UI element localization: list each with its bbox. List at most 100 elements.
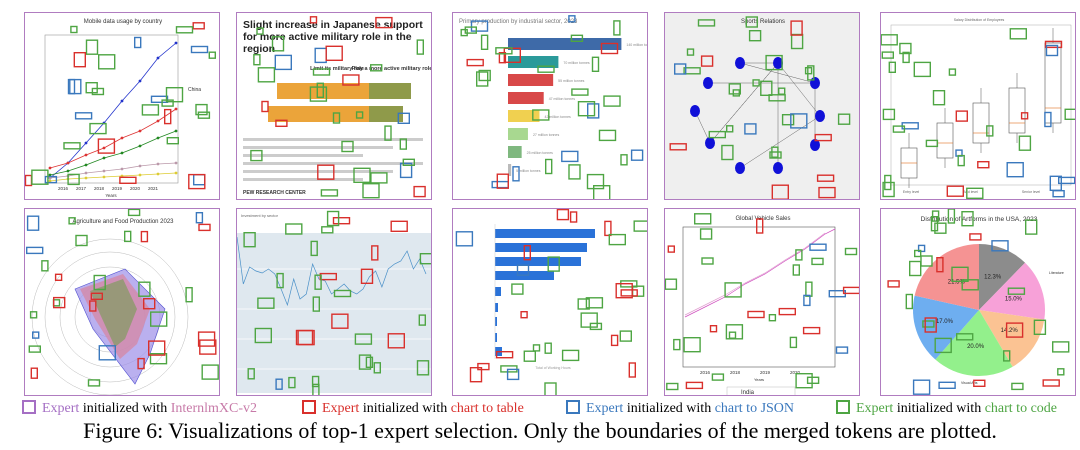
- data-point: [102, 156, 106, 160]
- token-boundary: [316, 82, 325, 99]
- token-boundary: [247, 368, 255, 380]
- token-boundary: [138, 281, 151, 297]
- token-boundary: [568, 164, 581, 180]
- note-text-line: [243, 146, 393, 149]
- x-tick: 2017: [76, 186, 87, 191]
- token-boundary: [520, 310, 528, 319]
- token-boundary: [683, 336, 701, 353]
- box: [972, 102, 990, 144]
- token-boundary: [31, 331, 40, 339]
- panel-chart: Sports Relations: [665, 13, 859, 199]
- panel-10: Distribution of Artforms in the USA, 202…: [880, 208, 1076, 396]
- token-boundary: [745, 16, 759, 28]
- figure-caption: Figure 6: Visualizations of top-1 expert…: [83, 418, 997, 443]
- token-boundary: [416, 39, 425, 55]
- token-boundary: [31, 169, 49, 185]
- series-line: [49, 130, 177, 176]
- token-boundary: [53, 296, 66, 309]
- token-boundary: [165, 86, 184, 103]
- bar: [508, 164, 512, 176]
- token-boundary: [790, 113, 808, 129]
- token-boundary: [325, 45, 343, 61]
- token-boundary: [725, 324, 744, 340]
- panel-1: Mobile data usage by country 2016 2017 2018…: [24, 12, 220, 200]
- token-boundary: [375, 16, 393, 29]
- token-boundary: [67, 78, 76, 95]
- token-boundary: [90, 292, 104, 301]
- token-boundary: [685, 381, 704, 390]
- token-boundary: [512, 166, 520, 182]
- data-point: [84, 141, 88, 145]
- token-boundary: [70, 25, 78, 34]
- bar: [268, 106, 369, 122]
- token-boundary: [732, 89, 741, 97]
- token-boundary: [397, 112, 411, 125]
- legend-chart-to-json: Expert initialized with chart to JSON: [566, 400, 794, 417]
- token-boundary: [844, 247, 858, 256]
- token-boundary: [190, 45, 209, 54]
- token-boundary: [285, 223, 303, 235]
- token-boundary: [123, 230, 132, 243]
- token-boundary: [511, 283, 524, 295]
- chart-title: Slight increase in Japanese support for …: [243, 19, 423, 55]
- slice-value-label: 21.5%: [948, 280, 966, 286]
- token-boundary: [744, 123, 757, 135]
- token-boundary: [275, 119, 288, 128]
- token-boundary: [68, 217, 76, 225]
- token-boundary: [127, 209, 141, 217]
- node: [810, 77, 820, 89]
- bar: [495, 303, 498, 312]
- token-boundary: [628, 362, 637, 378]
- token-boundary: [902, 51, 910, 64]
- chart-title: Mobile data usage by country: [84, 19, 162, 25]
- token-boundary: [523, 350, 537, 362]
- panel-5: Salary Distribution of Employees Entry le…: [880, 12, 1076, 200]
- token-boundary: [365, 356, 374, 369]
- token-boundary: [961, 279, 979, 291]
- token-boundary: [669, 143, 687, 151]
- token-boundary: [253, 54, 261, 66]
- bar: [508, 128, 528, 140]
- token-boundary: [608, 233, 627, 246]
- token-boundary: [914, 249, 922, 258]
- token-boundary: [496, 173, 509, 189]
- token-boundary: [946, 185, 965, 197]
- data-point: [174, 161, 178, 165]
- token-boundary: [319, 272, 338, 281]
- token-boundary: [26, 246, 44, 255]
- token-boundary: [932, 89, 946, 106]
- token-boundary: [570, 34, 584, 42]
- data-point: [156, 136, 160, 140]
- panel-3: Primary production by industrial sector,…: [452, 12, 648, 200]
- token-boundary: [604, 220, 612, 237]
- token-boundary: [951, 266, 969, 282]
- token-boundary: [1009, 28, 1028, 40]
- token-boundary: [310, 240, 318, 257]
- token-boundary: [311, 375, 320, 388]
- token-boundary: [561, 349, 580, 362]
- node: [703, 77, 713, 89]
- data-point: [102, 175, 106, 179]
- token-boundary: [523, 245, 532, 261]
- token-boundary: [807, 65, 815, 81]
- token-boundary: [91, 87, 105, 96]
- token-boundary: [506, 368, 520, 381]
- token-boundary: [498, 52, 507, 64]
- token-boundary: [30, 367, 39, 379]
- node: [705, 137, 715, 149]
- token-boundary: [1064, 108, 1075, 121]
- token-boundary: [726, 125, 734, 133]
- box: [936, 122, 954, 159]
- data-point: [84, 153, 88, 157]
- token-boundary: [613, 20, 621, 36]
- token-boundary: [89, 122, 107, 135]
- token-boundary: [802, 326, 821, 335]
- bar: [508, 146, 522, 158]
- token-boundary: [633, 220, 647, 232]
- node: [773, 57, 783, 69]
- data-point: [66, 161, 70, 165]
- token-boundary: [752, 79, 760, 87]
- token-boundary: [882, 108, 896, 121]
- token-boundary: [936, 257, 944, 273]
- token-boundary: [142, 297, 156, 310]
